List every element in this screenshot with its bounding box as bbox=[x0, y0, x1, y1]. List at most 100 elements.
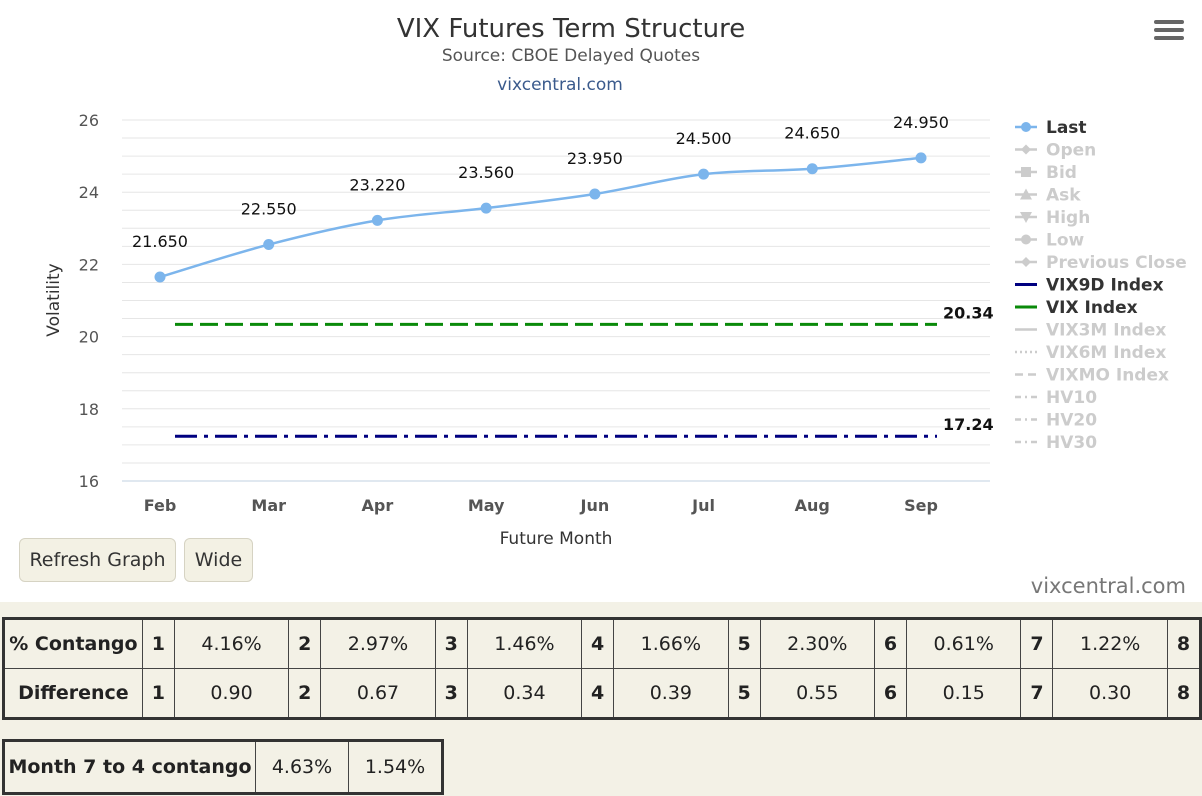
legend-label: VIX6M Index bbox=[1046, 343, 1166, 363]
chart-menu-button[interactable] bbox=[1154, 20, 1184, 46]
table-cell: 0.15 bbox=[906, 668, 1022, 719]
term-structure-chart: VIX Futures Term Structure Source: CBOE … bbox=[44, 14, 1187, 549]
data-point[interactable] bbox=[589, 188, 601, 200]
month-index: 2 bbox=[288, 668, 322, 719]
legend-label: Previous Close bbox=[1046, 253, 1187, 273]
data-label: 24.950 bbox=[893, 113, 949, 132]
x-tick-label: Mar bbox=[251, 496, 286, 515]
hamburger-icon-bar bbox=[1154, 28, 1184, 32]
data-label: 23.560 bbox=[458, 163, 514, 182]
data-label: 20.34 bbox=[943, 303, 994, 322]
x-tick-label: Aug bbox=[795, 496, 830, 515]
table-row: Difference 1 0.90 2 0.67 3 0.34 4 0.39 5 0.55 6 0.15… bbox=[3, 668, 1201, 719]
table-cell: 1.22% bbox=[1052, 618, 1168, 669]
month-index: 6 bbox=[873, 618, 908, 669]
wide-button[interactable]: Wide bbox=[184, 538, 253, 582]
contango-table: % Contango 1 4.16% 2 2.97% 3 1.46% 4 1.66% 5 2.30%… bbox=[2, 617, 1202, 720]
chart-panel: VIX Futures Term Structure Source: CBOE … bbox=[0, 0, 1202, 602]
watermark: vixcentral.com bbox=[1030, 574, 1186, 598]
table-cell: 2.30% bbox=[759, 618, 875, 669]
legend-item[interactable]: VIXMO Index bbox=[1015, 366, 1169, 386]
table-cell: 0.30 bbox=[1052, 668, 1168, 719]
month-contango-value: 1.54% bbox=[348, 740, 443, 794]
legend-item[interactable]: VIX Index bbox=[1015, 298, 1138, 318]
legend-item[interactable]: HV20 bbox=[1015, 411, 1097, 431]
legend-item[interactable]: VIX6M Index bbox=[1015, 343, 1166, 363]
row-label: % Contango bbox=[3, 618, 143, 669]
legend-item[interactable]: Ask bbox=[1015, 186, 1081, 206]
chart-axes: 16 18 20 22 24 26 Feb Mar Apr May Jun Jul Aug Sep bbox=[79, 111, 990, 515]
legend-label: Low bbox=[1046, 231, 1085, 251]
data-point[interactable] bbox=[371, 214, 383, 226]
legend-item[interactable]: VIX3M Index bbox=[1015, 321, 1166, 341]
legend-item[interactable]: VIX9D Index bbox=[1015, 276, 1164, 296]
x-tick-label: Feb bbox=[144, 496, 177, 515]
diamond-marker-icon bbox=[1021, 257, 1031, 267]
legend-label: Bid bbox=[1046, 163, 1077, 183]
square-marker-icon bbox=[1021, 167, 1031, 177]
data-label: 21.650 bbox=[132, 232, 188, 251]
data-point[interactable] bbox=[698, 168, 710, 180]
month-index: 1 bbox=[141, 668, 175, 719]
y-tick-label: 22 bbox=[79, 255, 99, 274]
table-cell: 0.39 bbox=[613, 668, 729, 719]
table-cell: 0.90 bbox=[173, 668, 290, 719]
legend-item[interactable]: Bid bbox=[1015, 163, 1077, 183]
table-row: % Contango 1 4.16% 2 2.97% 3 1.46% 4 1.66% 5 2.30%… bbox=[3, 618, 1201, 669]
diamond-marker-icon bbox=[1021, 144, 1031, 155]
y-tick-label: 26 bbox=[79, 111, 99, 130]
y-tick-label: 18 bbox=[79, 400, 99, 419]
y-axis-label: Volatility bbox=[44, 263, 64, 336]
circle-marker-icon bbox=[1021, 122, 1031, 132]
legend-item[interactable]: High bbox=[1015, 208, 1090, 228]
data-label: 23.220 bbox=[349, 175, 405, 194]
y-tick-label: 24 bbox=[79, 183, 99, 202]
chart-site-link[interactable]: vixcentral.com bbox=[497, 75, 623, 95]
data-point[interactable] bbox=[263, 239, 275, 251]
legend-item[interactable]: Low bbox=[1015, 231, 1085, 251]
data-label: 23.950 bbox=[567, 149, 623, 168]
legend-label: VIXMO Index bbox=[1046, 366, 1169, 386]
month-index: 5 bbox=[727, 618, 761, 669]
chart-series: 21.650 22.550 23.220 23.560 23.950 24.500 24.6… bbox=[132, 113, 994, 438]
x-tick-label: May bbox=[468, 496, 505, 515]
data-point[interactable] bbox=[154, 271, 166, 283]
legend-label: HV10 bbox=[1046, 388, 1097, 408]
month-index: 4 bbox=[581, 618, 615, 669]
x-axis-label: Future Month bbox=[500, 529, 613, 549]
table-row: Month 7 to 4 contango 4.63% 1.54% bbox=[3, 740, 443, 794]
month-index: 7 bbox=[1020, 668, 1054, 719]
data-point[interactable] bbox=[480, 202, 492, 214]
legend-label: HV20 bbox=[1046, 411, 1097, 431]
y-tick-label: 16 bbox=[79, 472, 99, 491]
month-index: 2 bbox=[288, 618, 322, 669]
month-index: 1 bbox=[141, 618, 175, 669]
table-cell: 1.66% bbox=[613, 618, 729, 669]
table-cell: 1.46% bbox=[466, 618, 583, 669]
month-index: 5 bbox=[727, 668, 761, 719]
data-label: 22.550 bbox=[241, 200, 297, 219]
hamburger-icon-bar bbox=[1154, 36, 1184, 40]
legend-item[interactable]: HV30 bbox=[1015, 433, 1097, 453]
data-point[interactable] bbox=[915, 152, 927, 164]
month-index: 3 bbox=[434, 618, 468, 669]
data-point[interactable] bbox=[806, 163, 818, 175]
legend-label: VIX Index bbox=[1046, 298, 1138, 318]
legend-item[interactable]: Last bbox=[1015, 118, 1087, 138]
chart-title: VIX Futures Term Structure bbox=[397, 14, 745, 44]
legend-item[interactable]: HV10 bbox=[1015, 388, 1097, 408]
legend-item[interactable]: Open bbox=[1015, 141, 1096, 161]
month-index: 7 bbox=[1020, 618, 1054, 669]
legend-item[interactable]: Previous Close bbox=[1015, 253, 1187, 273]
x-tick-label: Jun bbox=[579, 496, 609, 515]
legend-label: High bbox=[1046, 208, 1090, 228]
refresh-graph-button[interactable]: Refresh Graph bbox=[19, 538, 176, 582]
month-index: 6 bbox=[873, 668, 908, 719]
hamburger-icon bbox=[1154, 20, 1184, 24]
table-cell: 0.67 bbox=[320, 668, 436, 719]
circle-marker-icon bbox=[1021, 234, 1031, 245]
data-label: 17.24 bbox=[943, 415, 994, 434]
month-index: 3 bbox=[434, 668, 468, 719]
row-label: Difference bbox=[3, 668, 143, 719]
